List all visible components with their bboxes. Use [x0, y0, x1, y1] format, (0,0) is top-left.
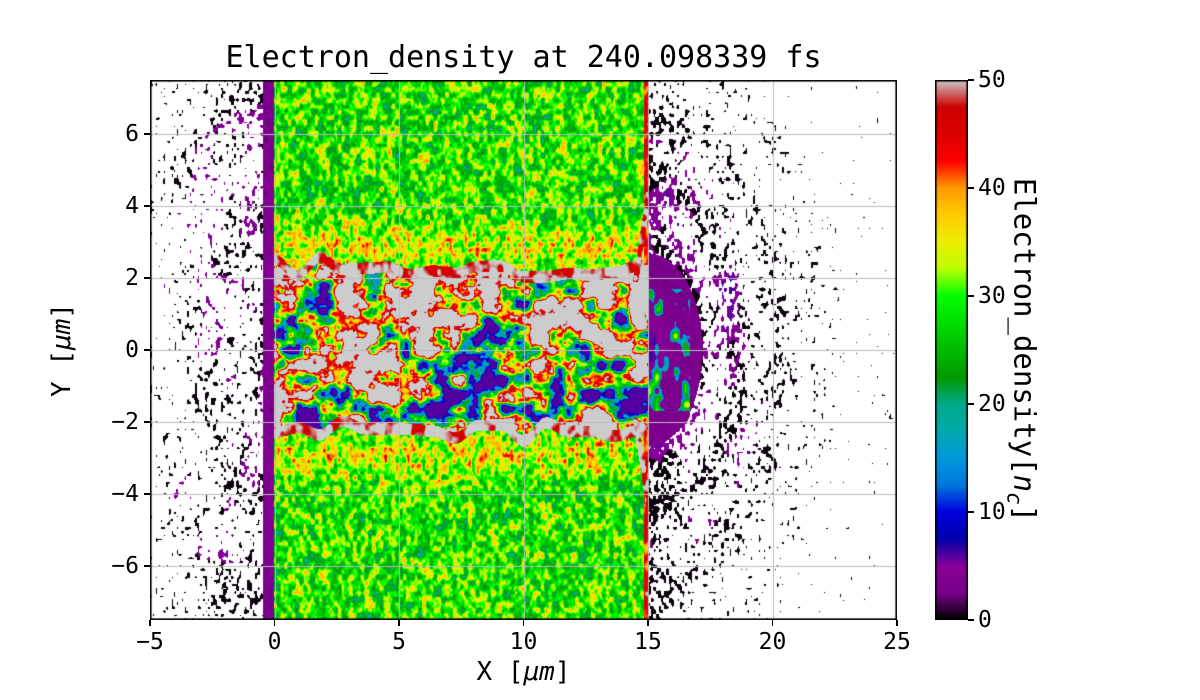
x-axis-label: X [μm]	[150, 657, 897, 687]
x-tick-label: 10	[509, 629, 538, 655]
heatmap-canvas	[150, 80, 897, 620]
y-tick-label: 0	[125, 337, 139, 363]
y-tick-label: 6	[125, 121, 139, 147]
colorbar-tick-mark	[968, 187, 974, 189]
colorbar-tick-label: 40	[978, 175, 1006, 201]
x-axis-unit: μm	[523, 657, 555, 687]
x-tick-mark	[273, 620, 276, 626]
colorbar-tick-mark	[968, 511, 974, 513]
colorbar-tick-mark	[968, 79, 974, 81]
colorbar-tick-label: 0	[978, 607, 992, 633]
y-tick-mark	[144, 565, 150, 567]
colorbar-tick-mark	[968, 295, 974, 297]
y-tick-mark	[144, 205, 150, 207]
colorbar-label-suffix: ]	[1007, 504, 1042, 523]
y-tick-mark	[144, 349, 150, 351]
colorbar-label-sub: c	[1002, 492, 1027, 505]
colorbar-tick-mark	[968, 619, 974, 621]
colorbar-label: Electron_density[nc]	[1003, 178, 1042, 522]
x-axis-label-suffix: ]	[554, 657, 571, 687]
chart-title: Electron_density at 240.098339 fs	[225, 40, 822, 75]
y-tick-label: −2	[111, 409, 139, 435]
y-tick-mark	[144, 277, 150, 279]
y-tick-mark	[144, 421, 150, 423]
colorbar-label-prefix: Electron_density[	[1007, 177, 1042, 475]
y-axis-label-suffix: ]	[47, 303, 77, 319]
x-tick-mark	[398, 620, 400, 626]
x-tick-label: 20	[758, 629, 787, 655]
x-tick-mark	[771, 620, 774, 626]
y-axis-label: Y [μm]	[47, 303, 77, 397]
x-tick-label: 5	[392, 629, 406, 655]
y-axis-unit: μm	[47, 318, 77, 350]
colorbar-tick-label: 20	[978, 391, 1006, 417]
x-tick-label: −5	[136, 629, 164, 655]
y-tick-label: 2	[125, 265, 139, 291]
x-tick-mark	[149, 620, 151, 626]
colorbar-gradient	[935, 80, 968, 620]
x-tick-mark	[522, 620, 525, 626]
y-tick-mark	[144, 133, 150, 135]
x-tick-mark	[647, 620, 649, 626]
x-axis-label-prefix: X [	[476, 657, 524, 687]
colorbar-tick-label: 30	[978, 283, 1006, 309]
colorbar-tick-label: 10	[978, 499, 1006, 525]
colorbar-label-var: n	[1007, 474, 1042, 493]
x-tick-label: 0	[267, 629, 282, 655]
x-tick-mark	[896, 620, 898, 626]
x-tick-label: 15	[634, 629, 662, 655]
colorbar-tick-label: 50	[978, 67, 1006, 93]
x-tick-label: 25	[883, 629, 911, 655]
y-tick-label: −4	[111, 481, 139, 507]
y-tick-label: −6	[111, 553, 139, 579]
colorbar-tick-mark	[968, 403, 974, 405]
y-tick-mark	[144, 493, 150, 495]
y-axis-label-prefix: Y [	[47, 350, 77, 397]
y-tick-label: 4	[125, 193, 139, 219]
